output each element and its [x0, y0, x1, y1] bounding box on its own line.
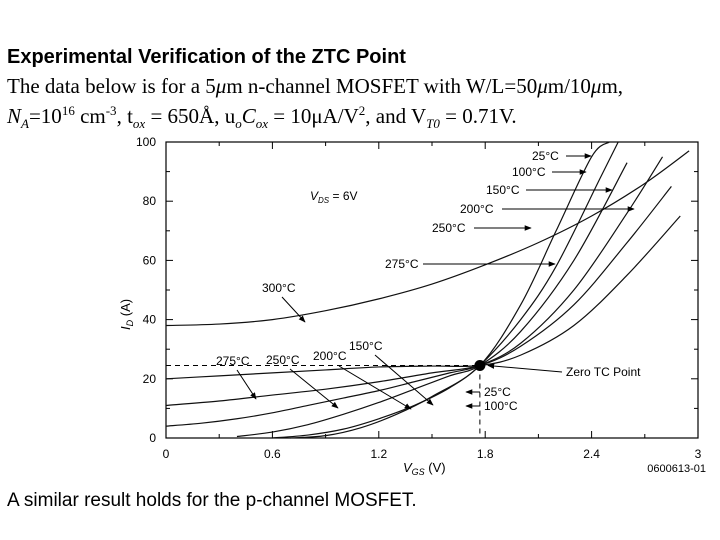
temp-callout-label: 25°C: [532, 149, 559, 163]
series-line-2: [272, 141, 619, 439]
x-tick-label: 1.2: [370, 447, 387, 461]
series-line-3: [236, 162, 628, 438]
temp-callout-arrow: [338, 365, 412, 410]
x-tick-label: 3: [695, 447, 702, 461]
cox-subscript: ox: [255, 116, 268, 132]
temp-callout-label: 250°C: [266, 353, 300, 367]
na-symbol: N: [7, 104, 22, 128]
intro-text: m,: [601, 74, 624, 98]
temp-callout-label: 250°C: [432, 221, 466, 235]
vt-symbol: , and V: [365, 104, 427, 128]
temp-callout-label: 150°C: [349, 339, 383, 353]
temp-callout-arrow: [236, 369, 257, 400]
series-line-4: [165, 156, 664, 427]
temp-callout-label: 275°C: [385, 257, 419, 271]
temp-callout-label: 25°C: [484, 385, 511, 399]
figure-id: 0600613-01: [647, 463, 706, 475]
temp-callout-label: 300°C: [262, 281, 296, 295]
ztc-label: Zero TC Point: [566, 365, 641, 379]
na-value: =10: [28, 104, 62, 128]
cox-symbol: C: [241, 104, 256, 128]
tox-value: = 650Å, u: [145, 104, 236, 128]
slide-footer: A similar result holds for the p-channel…: [7, 490, 417, 511]
y-axis-label: ID (A): [118, 299, 135, 330]
tox-symbol: , t: [116, 104, 133, 128]
intro-text: m n-channel MOSFET with W/L=50: [226, 74, 538, 98]
y-tick-label: 60: [143, 253, 157, 267]
ztc-arrow: [487, 363, 563, 373]
intro-line-2: NA=1016 cm-3, tox = 650Å, uoCox = 10μA/V…: [7, 103, 517, 132]
ztc-point: [474, 359, 486, 371]
temp-callout-label: 275°C: [216, 354, 250, 368]
mu-symbol: μ: [537, 74, 548, 98]
uo-subscript: o: [235, 116, 242, 132]
na-exponent: 16: [61, 103, 75, 118]
intro-line-1: The data below is for a 5μm n-channel MO…: [7, 74, 623, 99]
vds-label: VDS = 6V: [310, 189, 358, 205]
y-tick-label: 20: [143, 372, 157, 386]
na-subscript: A: [21, 116, 29, 132]
series-line-1: [290, 141, 610, 439]
cox-exponent: 2: [358, 103, 366, 118]
slide-title: Experimental Verification of the ZTC Poi…: [7, 46, 406, 68]
tox-subscript: ox: [132, 116, 146, 132]
temp-callout-label: 100°C: [512, 165, 546, 179]
temp-callout-label: 200°C: [313, 349, 347, 363]
y-tick-label: 80: [143, 194, 157, 208]
na-unit-exponent: -3: [105, 103, 117, 118]
x-tick-label: 2.4: [583, 447, 600, 461]
series-line-6: [165, 215, 681, 380]
temp-callout-label: 150°C: [486, 183, 520, 197]
series-line-5: [165, 186, 672, 407]
temp-callout-arrow: [289, 368, 339, 409]
vt-subscript: T0: [426, 116, 440, 132]
vt-value: = 0.71V.: [439, 104, 517, 128]
temp-callout-label: 100°C: [484, 399, 518, 413]
mu-symbol: μ: [590, 74, 602, 98]
temp-callout-label: 200°C: [460, 202, 494, 216]
series-line-7: [165, 150, 690, 327]
y-tick-label: 100: [136, 135, 156, 149]
y-tick-label: 40: [143, 313, 157, 327]
intro-text: The data below is for a 5: [7, 74, 216, 98]
x-tick-label: 1.8: [477, 447, 494, 461]
x-tick-label: 0: [163, 447, 170, 461]
na-unit: cm: [74, 104, 106, 128]
y-tick-label: 0: [149, 431, 156, 445]
mu-symbol: μ: [215, 74, 227, 98]
plot-frame: [165, 141, 699, 439]
cox-value: = 10μA/V: [268, 104, 359, 128]
x-tick-label: 0.6: [264, 447, 281, 461]
intro-text: m/10: [547, 74, 591, 98]
temp-callout-arrow: [374, 354, 434, 406]
x-axis-label: VGS (V): [403, 460, 446, 477]
temp-callout-arrow: [281, 296, 306, 323]
